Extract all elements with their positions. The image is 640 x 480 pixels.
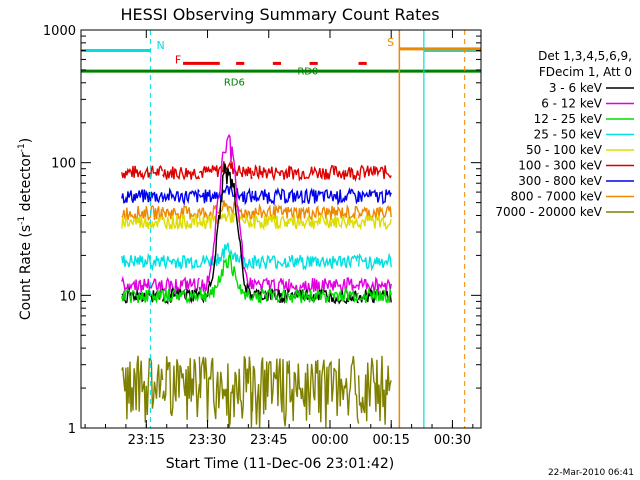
x-tick-label: 00:30 (434, 433, 471, 448)
series-path (121, 133, 392, 295)
legend-entry-label: 300 - 800 keV (518, 174, 602, 188)
y-tick-label: 1000 (43, 24, 76, 39)
legend-entry-label: 6 - 12 keV (541, 97, 603, 111)
y-axis-label-mid: detector (18, 152, 34, 216)
chart-title: HESSI Observing Summary Count Rates (120, 5, 439, 24)
y-axis-label-sup1: -1 (17, 216, 27, 225)
legend-entry-label: 100 - 300 keV (518, 159, 602, 173)
timestamp: 22-Mar-2010 06:41 (548, 468, 634, 478)
series-path (121, 183, 392, 207)
y-axis: 1 10 100 1000 (43, 24, 481, 437)
night-flag-label: N (157, 39, 165, 52)
legend-entry-label: 3 - 6 keV (549, 81, 603, 95)
series-path (121, 208, 392, 231)
series-path (121, 242, 392, 272)
legend: Det 1,3,4,5,6,9, FDecim 1, Att 0 3 - 6 k… (495, 49, 634, 219)
x-tick-label: 23:15 (128, 433, 165, 448)
legend-entry-label: 12 - 25 keV (534, 112, 603, 126)
annotation-layer: NF RD0 RD6 S (81, 30, 481, 428)
x-tick-label: 23:30 (189, 433, 226, 448)
series-line (121, 355, 392, 428)
y-axis-label-main: Count Rate (s (18, 225, 34, 320)
legend-header-2: FDecim 1, Att 0 (539, 65, 632, 79)
legend-entry-label: 800 - 7000 keV (511, 190, 603, 204)
series-line (121, 133, 392, 295)
series-line (121, 183, 392, 207)
legend-header-1: Det 1,3,4,5,6,9, (538, 49, 632, 63)
y-tick-label: 1 (68, 422, 76, 437)
y-axis-label-end: ) (18, 138, 34, 143)
x-tick-label: 00:15 (372, 433, 409, 448)
rd0-flag-label: RD0 (297, 67, 318, 78)
series-line (121, 208, 392, 231)
series-line (121, 253, 392, 305)
flare-flag-label: F (175, 53, 181, 66)
series-line (121, 242, 392, 272)
y-tick-label: 10 (59, 289, 76, 304)
x-axis-label: Start Time (11-Dec-06 23:01:42) (166, 456, 394, 472)
y-axis-label-sup2: -1 (17, 143, 27, 152)
series-path (121, 253, 392, 305)
x-tick-label: 00:00 (311, 433, 348, 448)
rd6-flag-label: RD6 (224, 78, 245, 89)
plot-frame (80, 29, 482, 429)
saa-flag-label: S (387, 36, 394, 49)
x-tick-label: 23:45 (250, 433, 287, 448)
legend-entry-label: 7000 - 20000 keV (495, 205, 602, 219)
legend-entry-label: 50 - 100 keV (526, 143, 603, 157)
x-axis: 23:15 23:30 23:45 00:00 00:15 00:30 (84, 30, 474, 448)
y-tick-label: 100 (51, 157, 76, 172)
series-layer (121, 133, 392, 428)
legend-entry-label: 25 - 50 keV (534, 128, 603, 142)
y-axis-label: Count Rate (s-1 detector-1) (17, 138, 34, 320)
series-path (121, 355, 392, 428)
